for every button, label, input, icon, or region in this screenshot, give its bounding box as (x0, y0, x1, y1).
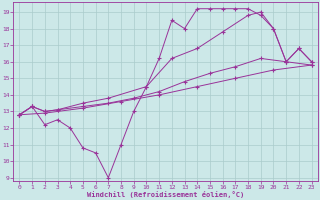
X-axis label: Windchill (Refroidissement éolien,°C): Windchill (Refroidissement éolien,°C) (87, 191, 244, 198)
